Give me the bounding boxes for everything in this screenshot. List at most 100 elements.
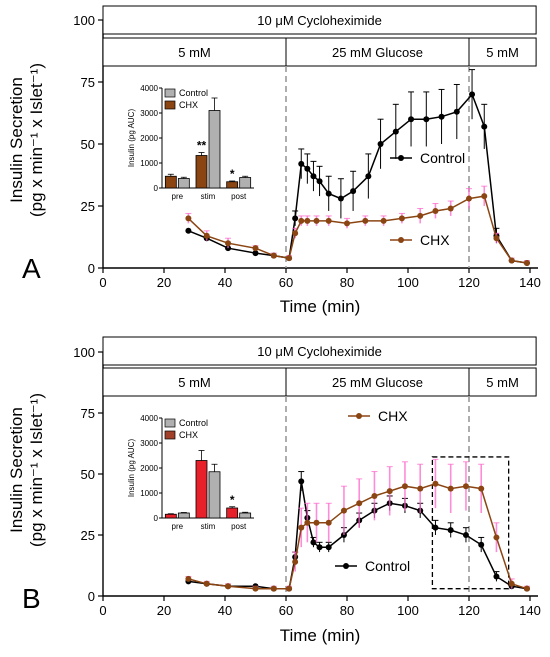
data-point: [292, 558, 299, 565]
data-point: [508, 257, 515, 264]
series-chx: [185, 185, 530, 267]
x-tick-label: 120: [458, 603, 480, 618]
inset-bar: [226, 507, 239, 519]
inset-bar: [239, 512, 252, 519]
inset-legend-swatch: [164, 430, 176, 440]
y-tick-label: 50: [81, 467, 95, 482]
treatment-band-label: 10 μM Cycloheximide: [257, 344, 382, 359]
data-point: [304, 217, 311, 224]
inset-y-tick-label: 2000: [140, 134, 158, 143]
data-point: [325, 217, 332, 224]
data-point: [417, 212, 424, 219]
y-axis-title: Insulin Secretion (pg x min⁻¹ x Islet⁻¹): [7, 393, 46, 547]
data-point: [453, 108, 460, 115]
treatment-band-label: 10 μM Cycloheximide: [257, 13, 382, 28]
inset-y-tick-label: 0: [154, 184, 159, 193]
treatment-band: [102, 336, 537, 366]
data-point: [438, 113, 445, 120]
inset-y-tick-label: 3000: [140, 439, 158, 448]
y-axis-title-line1: Insulin Secretion: [7, 77, 26, 203]
data-point: [270, 585, 277, 592]
data-point: [447, 485, 454, 492]
series-chx: [185, 458, 530, 592]
inset-y-tick-label: 2000: [140, 464, 158, 473]
data-point: [493, 573, 500, 580]
series-line: [188, 481, 528, 590]
glucose-band-label: 5 mM: [178, 375, 211, 390]
data-point: [304, 165, 311, 172]
data-point: [493, 534, 500, 541]
y-axis-title: Insulin Secretion (pg x min⁻¹ x Islet⁻¹): [7, 63, 46, 217]
inset-significance-star: *: [230, 493, 235, 507]
data-point: [523, 585, 530, 592]
inset-legend-swatch: [164, 418, 176, 428]
data-point: [362, 217, 369, 224]
inset-bar: [177, 512, 190, 519]
data-point: [298, 160, 305, 167]
data-point: [310, 539, 317, 546]
data-point: [432, 480, 439, 487]
data-point: [481, 123, 488, 130]
data-point: [350, 188, 357, 195]
series-control: [185, 471, 530, 592]
glucose-band: [468, 367, 537, 397]
panel-B: 0 20 40 60 80 100 120 140 0 25 50 75 100 Time (min) In…: [7, 336, 541, 645]
inset-category-label: post: [231, 192, 247, 201]
data-point: [447, 527, 454, 534]
data-point: [270, 252, 277, 259]
data-point: [469, 91, 476, 98]
inset-legend-swatch: [164, 100, 176, 110]
x-tick-label: 60: [279, 603, 293, 618]
legend-marker-chx: [356, 413, 362, 419]
legend-label-chx: CHX: [420, 232, 450, 248]
glucose-band-label: 5 mM: [178, 45, 211, 60]
legend-label-control: Control: [420, 150, 465, 166]
data-point: [298, 524, 305, 531]
glucose-band-label: 5 mM: [486, 375, 519, 390]
inset-category-label: pre: [172, 522, 184, 531]
inset-category-label: stim: [201, 522, 216, 531]
inset-legend-label: CHX: [179, 430, 198, 440]
inset-y-tick-label: 1000: [140, 159, 158, 168]
series-line: [187, 195, 528, 264]
data-point: [313, 519, 320, 526]
inset-y-title: Insulin (pg AUC): [127, 439, 136, 498]
x-axis-title: Time (min): [280, 297, 361, 316]
legend-marker-control: [343, 563, 349, 569]
inset-significance-star: **: [197, 139, 207, 153]
data-point: [225, 240, 232, 247]
inset-bar: [195, 460, 208, 519]
data-point: [523, 260, 530, 267]
y-tick-label: 25: [81, 528, 95, 543]
inset-y-tick-label: 4000: [140, 84, 158, 93]
data-point: [292, 230, 299, 237]
data-point: [417, 485, 424, 492]
data-point: [185, 575, 192, 582]
y-tick-label: 0: [88, 589, 95, 604]
data-point: [316, 178, 323, 185]
data-point: [432, 207, 439, 214]
data-point: [344, 220, 350, 227]
x-tick-label: 140: [519, 603, 541, 618]
inset-y-tick-label: 0: [154, 514, 159, 523]
glucose-band: [468, 37, 537, 67]
x-tick-label: 60: [279, 275, 293, 290]
data-point: [386, 488, 393, 495]
data-point: [325, 190, 332, 197]
data-point: [252, 250, 259, 257]
inset-bar: [226, 181, 239, 189]
data-point: [398, 215, 405, 222]
y-axis-title-line2: (pg x min⁻¹ x Islet⁻¹): [27, 393, 46, 547]
y-axis-title-line1: Insulin Secretion: [7, 407, 26, 533]
data-point: [423, 116, 430, 123]
inset-bar: [164, 175, 177, 189]
glucose-band: [102, 367, 287, 397]
inset-y-title-text: Insulin (pg AUC): [127, 109, 136, 168]
data-point: [325, 519, 332, 526]
inset-bar: [177, 178, 190, 189]
inset-y-tick-label: 3000: [140, 109, 158, 118]
data-point: [225, 583, 232, 590]
x-tick-label: 40: [218, 603, 232, 618]
inset-y-title: Insulin (pg AUC): [127, 109, 136, 168]
